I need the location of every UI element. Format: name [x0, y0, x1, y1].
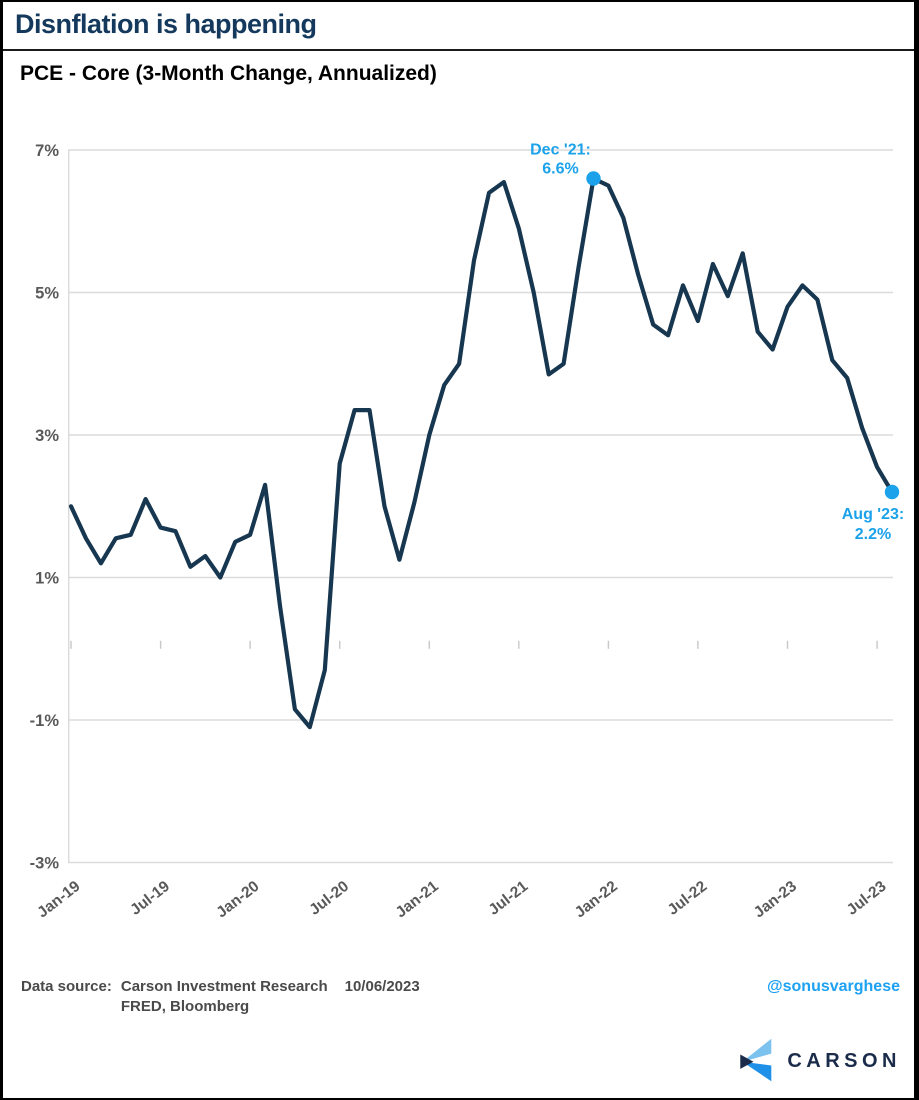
logo-top-triangle — [742, 1038, 772, 1062]
y-axis-label: 3% — [35, 427, 59, 445]
x-axis-label: Jan-22 — [572, 878, 621, 922]
annotation-date-label: Aug '23: — [842, 506, 904, 523]
x-axis-label: Jul-19 — [127, 878, 173, 919]
x-axis-label: Jul-20 — [306, 878, 352, 919]
x-axis-label: Jul-23 — [844, 878, 890, 919]
annotation-value-label: 2.2% — [855, 526, 891, 543]
carson-logo: CARSON — [739, 1038, 901, 1082]
annotation-marker-dot — [884, 484, 900, 500]
pce-core-line-chart: 7% 5% 3% 1% -1% -3% Jan-19 Jul-19 Jan-20 Jul-20 Ja… — [30, 142, 905, 922]
y-axis-label: -3% — [30, 855, 60, 873]
y-axis-label: 1% — [35, 570, 59, 588]
x-axis-label: Jan-20 — [213, 878, 262, 922]
y-axis-label: 7% — [35, 142, 59, 160]
page-title: Disnflation is happening — [15, 9, 317, 39]
annotation-marker-dot — [586, 171, 601, 186]
title-divider — [3, 49, 914, 51]
logo-dark-triangle — [740, 1054, 754, 1069]
carson-logo-icon — [740, 1038, 772, 1082]
x-axis-label: Jan-19 — [34, 878, 83, 922]
x-axis-label: Jan-21 — [393, 878, 442, 922]
carson-logo-text: CARSON — [787, 1049, 901, 1072]
annotation-value-label: 6.6% — [542, 161, 578, 178]
pce-core-trend-line — [68, 176, 895, 730]
twitter-handle-link[interactable]: @sonusvarghese — [767, 978, 900, 995]
chart-subtitle: PCE - Core (3-Month Change, Annualized) — [20, 62, 437, 85]
data-source-label: Data source: — [21, 978, 112, 995]
y-axis-label: -1% — [30, 712, 60, 730]
x-axis-label: Jul-21 — [485, 878, 531, 919]
y-axis-label: 5% — [35, 285, 59, 303]
data-source-line1: Carson Investment Research — [120, 978, 328, 995]
x-axis-label: Jul-22 — [665, 878, 711, 919]
data-source-block: Data source: Carson Investment Research … — [21, 978, 420, 1016]
x-axis-label: Jan-23 — [751, 878, 800, 922]
data-source-date: 10/06/2023 — [344, 978, 420, 995]
data-source-line2: FRED, Bloomberg — [120, 998, 250, 1015]
annotation-date-label: Dec '21: — [530, 142, 591, 159]
